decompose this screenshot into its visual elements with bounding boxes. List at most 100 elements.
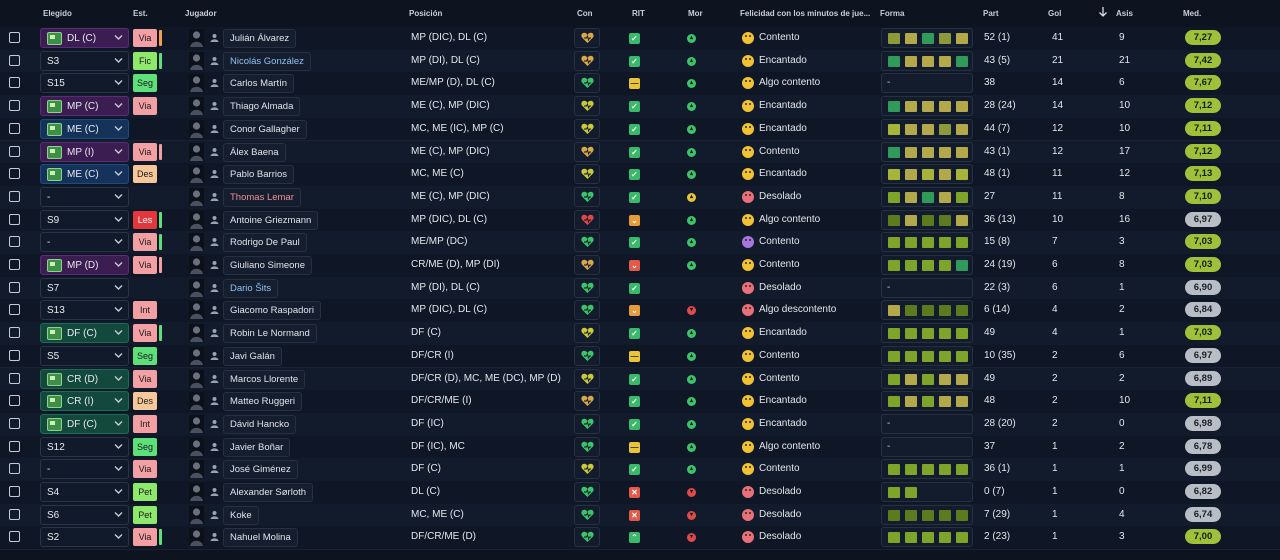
player-name[interactable]: Javier Boñar: [223, 437, 291, 457]
elegido-select[interactable]: -: [40, 459, 129, 480]
status-badge[interactable]: Int: [133, 301, 157, 320]
status-badge[interactable]: Via: [133, 233, 157, 252]
table-row[interactable]: MP (C) Via Thiago Almada ME (C), MP (DIC) ✓ ▴…: [0, 95, 1280, 119]
status-badge[interactable]: Seg: [133, 437, 157, 456]
table-row[interactable]: - Via Rodrigo De Paul ME/MP (DC) ✓ ▴ Contento 1…: [0, 231, 1280, 255]
elegido-select[interactable]: DL (C): [40, 28, 129, 48]
col-forma[interactable]: Forma: [880, 9, 905, 18]
status-badge[interactable]: Via: [133, 142, 157, 161]
elegido-select[interactable]: -: [40, 232, 129, 253]
row-checkbox[interactable]: [9, 304, 20, 316]
player-name[interactable]: José Giménez: [223, 460, 298, 480]
player-name[interactable]: Javi Galán: [223, 346, 282, 366]
table-row[interactable]: MP (I) Via Álex Baena ME (C), MP (DIC) ✓ ▴ Con…: [0, 140, 1280, 165]
table-row[interactable]: DF (C) Via Robin Le Normand DF (C) ✓ ▴ Encanta…: [0, 322, 1280, 346]
elegido-select[interactable]: S3: [40, 50, 129, 71]
table-row[interactable]: ME (C) Des Pablo Barrios MC, ME (C) ✓ ▴ Encant…: [0, 163, 1280, 187]
player-name[interactable]: Alexander Sørloth: [223, 483, 314, 502]
table-row[interactable]: S5 Seg Javi Galán DF/CR (I) — ▴ Contento 10 (35…: [0, 344, 1280, 369]
player-name[interactable]: Koke: [223, 505, 259, 525]
row-checkbox[interactable]: [9, 463, 20, 475]
table-row[interactable]: S12 Seg Javier Boñar DF (IC), MC — ▴ Algo cont…: [0, 435, 1280, 460]
row-checkbox[interactable]: [9, 281, 20, 293]
status-badge[interactable]: Via: [133, 324, 157, 343]
player-name[interactable]: Conor Gallagher: [223, 119, 307, 139]
status-badge[interactable]: Seg: [133, 74, 157, 93]
col-jugador[interactable]: Jugador: [185, 9, 217, 18]
status-badge[interactable]: Via: [133, 460, 157, 479]
status-badge[interactable]: Des: [133, 165, 157, 184]
table-row[interactable]: S4 Pet Alexander Sørloth DL (C) ✕ ▾ Desolado 0 …: [0, 481, 1280, 505]
row-checkbox[interactable]: [9, 236, 20, 248]
status-badge[interactable]: Pet: [133, 505, 157, 524]
player-name[interactable]: Álex Baena: [223, 142, 286, 162]
status-badge[interactable]: Fic: [133, 51, 157, 70]
elegido-select[interactable]: CR (D): [40, 368, 129, 389]
status-badge[interactable]: Seg: [133, 346, 157, 365]
elegido-select[interactable]: S2: [40, 527, 129, 548]
status-badge[interactable]: Des: [133, 392, 157, 411]
player-name[interactable]: Thomas Lemar: [223, 187, 301, 207]
col-felicidad[interactable]: Felicidad con los minutos de jue...: [740, 9, 871, 18]
elegido-select[interactable]: MP (D): [40, 255, 129, 275]
col-rit[interactable]: RIT: [632, 9, 645, 18]
elegido-select[interactable]: S7: [40, 277, 129, 298]
elegido-select[interactable]: ME (C): [40, 118, 129, 139]
table-row[interactable]: S2 Via Nahuel Molina DF/CR/ME (D) ⌃ ▾ Desolado…: [0, 526, 1280, 551]
table-row[interactable]: S7 Dario Šits MP (DI), DL (C) ✓ Desolado - 22 …: [0, 276, 1280, 301]
player-name[interactable]: Carlos Martín: [223, 74, 295, 94]
col-posicion[interactable]: Posición: [409, 9, 443, 18]
elegido-select[interactable]: MP (I): [40, 141, 129, 162]
elegido-select[interactable]: S4: [40, 482, 129, 502]
table-row[interactable]: S9 Les Antoine Griezmann MP (DIC), DL (C) ⌄ ▴…: [0, 208, 1280, 233]
player-name[interactable]: Rodrigo De Paul: [223, 233, 307, 253]
table-row[interactable]: S6 Pet Koke MC, ME (C) ✕ ▾ Desolado 7 (29) 1 4 6,7…: [0, 503, 1280, 528]
row-checkbox[interactable]: [9, 395, 20, 407]
elegido-select[interactable]: MP (C): [40, 96, 129, 117]
row-checkbox[interactable]: [9, 508, 20, 520]
table-row[interactable]: S15 Seg Carlos Martín ME/MP (D), DL (C) — ▴ Al…: [0, 72, 1280, 97]
elegido-select[interactable]: S6: [40, 504, 129, 525]
player-name[interactable]: Nicolás González: [223, 51, 311, 71]
player-name[interactable]: Marcos Llorente: [223, 369, 306, 389]
table-row[interactable]: - Via José Giménez DF (C) ✓ ▴ Contento 36 (1) 1 1…: [0, 458, 1280, 482]
row-checkbox[interactable]: [9, 417, 20, 429]
row-checkbox[interactable]: [9, 372, 20, 384]
table-row[interactable]: ME (C) Conor Gallagher MC, ME (IC), MP (C)…: [0, 117, 1280, 142]
elegido-select[interactable]: S15: [40, 73, 129, 94]
status-badge[interactable]: Via: [133, 97, 157, 116]
player-name[interactable]: Antoine Griezmann: [223, 210, 319, 230]
elegido-select[interactable]: S9: [40, 209, 129, 230]
player-name[interactable]: Julián Álvarez: [223, 29, 297, 48]
col-part[interactable]: Part: [983, 9, 999, 18]
table-row[interactable]: DF (C) Int Dávid Hancko DF (IC) ✓ ▴ Encantado -…: [0, 412, 1280, 437]
row-checkbox[interactable]: [9, 440, 20, 452]
row-checkbox[interactable]: [9, 54, 20, 66]
table-row[interactable]: CR (D) Via Marcos Llorente DF/CR (D), MC, M…: [0, 367, 1280, 392]
table-row[interactable]: S3 Fic Nicolás González MP (DI), DL (C) ✓ ▴ En…: [0, 49, 1280, 74]
row-checkbox[interactable]: [9, 100, 20, 112]
player-name[interactable]: Matteo Ruggeri: [223, 392, 302, 412]
status-badge[interactable]: Pet: [133, 483, 157, 501]
status-badge[interactable]: Via: [133, 256, 157, 274]
elegido-select[interactable]: DF (C): [40, 323, 129, 344]
row-checkbox[interactable]: [9, 327, 20, 339]
elegido-select[interactable]: S5: [40, 345, 129, 366]
col-mor[interactable]: Mor: [688, 9, 703, 18]
table-row[interactable]: - Thomas Lemar ME (C), MP (DIC) ✓ ▴ Desolado 2…: [0, 185, 1280, 210]
table-row[interactable]: MP (D) Via Giuliano Simeone CR/ME (D), MP (…: [0, 254, 1280, 278]
row-checkbox[interactable]: [9, 531, 20, 543]
row-checkbox[interactable]: [9, 122, 20, 134]
player-name[interactable]: Nahuel Molina: [223, 528, 298, 548]
col-con[interactable]: Con: [577, 9, 593, 18]
status-badge[interactable]: Int: [133, 414, 157, 433]
row-checkbox[interactable]: [9, 145, 20, 157]
row-checkbox[interactable]: [9, 32, 20, 43]
status-badge[interactable]: Via: [133, 369, 157, 388]
player-name[interactable]: Dávid Hancko: [223, 414, 297, 434]
elegido-select[interactable]: S12: [40, 436, 129, 457]
row-checkbox[interactable]: [9, 213, 20, 225]
status-badge[interactable]: Via: [133, 528, 157, 547]
row-checkbox[interactable]: [9, 486, 20, 497]
row-checkbox[interactable]: [9, 259, 20, 270]
